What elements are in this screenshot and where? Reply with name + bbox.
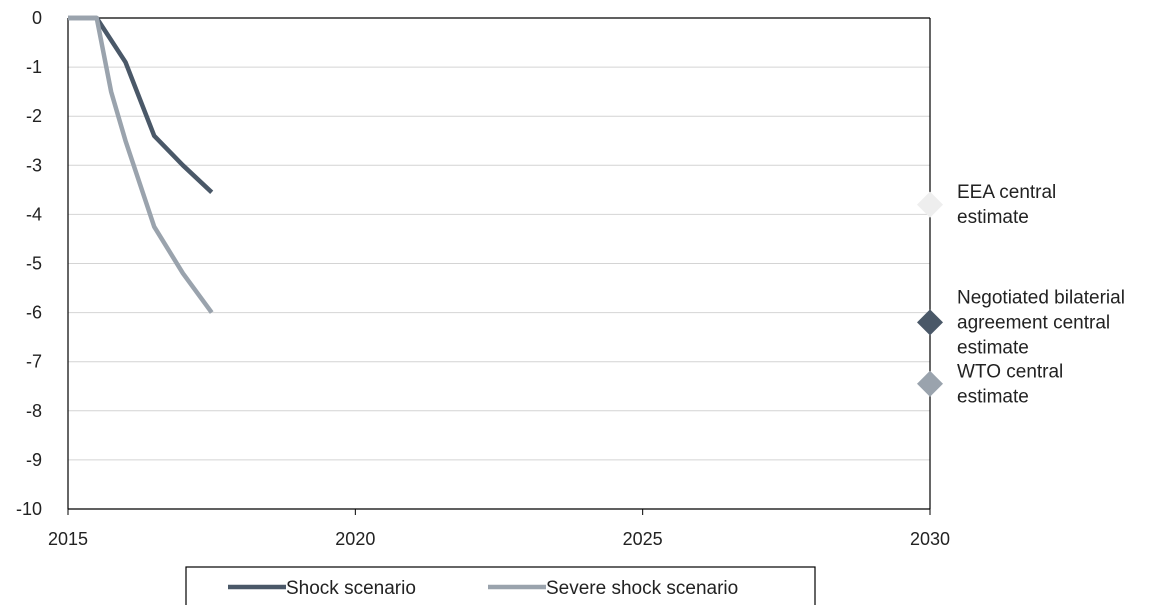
estimate-label: estimate: [957, 337, 1029, 358]
y-tick-label: -4: [26, 204, 42, 224]
estimate-diamond-marker: [917, 309, 943, 336]
series-line-severe-shock: [68, 15, 214, 314]
y-tick-label: -9: [26, 450, 42, 470]
x-tick-label: 2030: [910, 529, 950, 549]
y-tick-label: -7: [26, 352, 42, 372]
gridlines: [68, 66, 930, 461]
x-tick-label: 2025: [623, 529, 663, 549]
y-tick-label: -2: [26, 106, 42, 126]
estimate-label: estimate: [957, 386, 1029, 407]
y-tick-label: -8: [26, 401, 42, 421]
estimate-diamond-marker: [917, 191, 943, 218]
legend-label: Shock scenario: [286, 578, 416, 599]
estimate-label: agreement central: [957, 312, 1110, 333]
estimate-label: Negotiated bilaterial: [957, 287, 1125, 308]
legend: Shock scenario Severe shock scenario: [185, 566, 816, 605]
series-line-shock: [68, 15, 214, 194]
axes: 0 -1 -2 -3 -4 -5 -6 -7 -8 -9 -10 2015 2020 2025 2030: [16, 8, 950, 549]
estimate-label: estimate: [957, 207, 1029, 228]
x-tick-label: 2015: [48, 529, 88, 549]
estimate-label: WTO central: [957, 361, 1063, 382]
y-tick-label: -5: [26, 254, 42, 274]
series-lines: [68, 15, 214, 314]
y-tick-label: -10: [16, 499, 42, 519]
y-tick-label: -1: [26, 57, 42, 77]
legend-label: Severe shock scenario: [546, 578, 738, 599]
y-tick-label: -6: [26, 303, 42, 323]
estimate-diamond-marker: [917, 370, 943, 397]
annotations: EEA central estimate Negotiated bilaterial…: [917, 182, 1125, 407]
y-tick-label: -3: [26, 155, 42, 175]
x-tick-label: 2020: [335, 529, 375, 549]
estimate-label: EEA central: [957, 182, 1056, 203]
y-tick-label: 0: [32, 8, 42, 28]
